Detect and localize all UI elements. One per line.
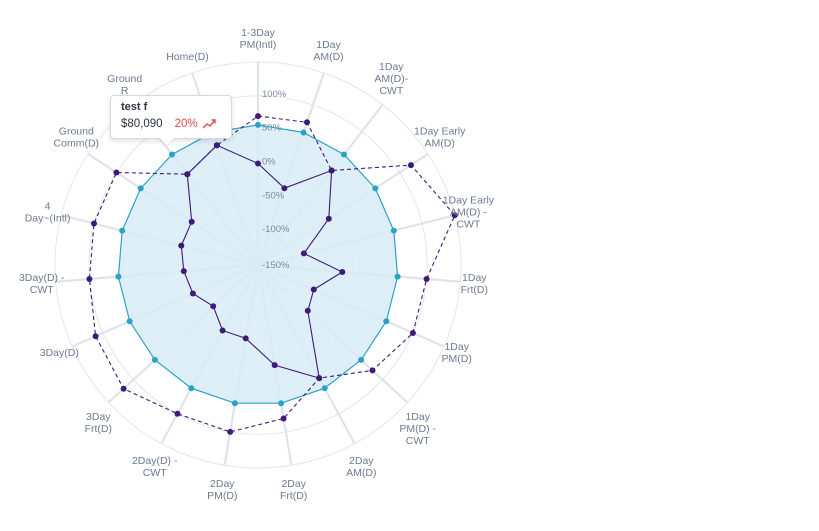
axis-label-7: 1Day PM(D) — [442, 341, 472, 365]
series-2-point-1 — [255, 160, 261, 167]
series-2-point-16 — [178, 242, 185, 249]
series-1-point-11 — [231, 400, 238, 407]
series-1-point-17 — [137, 185, 144, 192]
axis-label-3: 1Day AM(D)-CWT — [374, 61, 408, 97]
series-1-point-16 — [119, 227, 126, 234]
series-1-point-13 — [151, 356, 158, 363]
axis-label-2: 1Day AM(D) — [313, 39, 343, 63]
axis-label-19: Home(D) — [166, 51, 209, 63]
series-1-point-5 — [390, 227, 397, 234]
radial-tick-label: -50% — [262, 190, 285, 201]
series-1-point-12 — [188, 385, 195, 392]
series-3-point-4 — [408, 162, 414, 169]
series-2-point-12 — [219, 327, 226, 334]
tooltip-row: $80,090 20% — [121, 118, 221, 130]
series-3-point-19 — [213, 142, 220, 149]
series-1-point-3 — [341, 151, 347, 158]
series-2-point-2 — [281, 185, 288, 192]
series-2-point-7 — [310, 286, 317, 293]
series-2-solid-line — [180, 144, 344, 379]
axis-label-12: 2Day(D) -CWT — [132, 455, 178, 479]
axis-label-11: 2Day PM(D) — [207, 478, 237, 502]
series-1-point-8 — [358, 356, 365, 363]
axis-label-4: 1Day Early AM(D) — [414, 125, 466, 149]
axis-label-1: 1-3Day PM(Intl) — [240, 27, 277, 51]
series-1-point-2 — [300, 129, 307, 136]
tooltip-value: $80,090 — [121, 118, 163, 130]
series-1-point-9 — [321, 385, 328, 392]
series-3-point-16 — [91, 220, 97, 227]
series-3-point-10 — [280, 415, 287, 422]
series-3-point-8 — [369, 367, 376, 374]
series-3-point-5 — [451, 212, 458, 219]
tooltip-change: 20% — [174, 118, 198, 130]
chart-tooltip: test f $80,090 20% — [110, 95, 232, 139]
series-2-point-8 — [304, 307, 311, 314]
series-3-point-1 — [255, 113, 261, 120]
tooltip-pointer — [160, 138, 174, 146]
series-1-point-18 — [169, 151, 175, 158]
series-2-point-14 — [189, 290, 196, 297]
series-3-point-12 — [174, 410, 181, 417]
series-3-point-6 — [423, 276, 430, 282]
radial-tick-label: 0% — [262, 157, 276, 168]
axis-label-8: 1Day PM(D) -CWT — [399, 411, 436, 447]
trend-up-icon — [202, 119, 216, 129]
radial-tick-label: -100% — [262, 224, 290, 235]
series-2-point-5 — [300, 250, 307, 257]
radial-tick-label: 100% — [262, 89, 287, 100]
series-3-point-14 — [92, 333, 99, 340]
axis-label-16: 4 Day~(Intl) — [25, 201, 71, 225]
series-3-point-18 — [184, 171, 191, 178]
axis-label-9: 2Day AM(D) — [346, 455, 376, 479]
series-2-point-17 — [188, 218, 195, 225]
tooltip-title: test f — [121, 101, 148, 113]
series-1-point-15 — [115, 273, 122, 280]
series-2-point-11 — [242, 335, 249, 342]
series-1-point-4 — [372, 185, 379, 192]
series-3-point-15 — [86, 276, 93, 282]
axis-label-5: 1Day Early AM(D) -CWT — [443, 195, 495, 231]
axis-label-15: 3Day(D) -CWT — [19, 272, 65, 296]
series-3-point-3 — [328, 167, 335, 174]
series-1-point-6 — [394, 273, 401, 280]
radial-tick-label: 50% — [262, 123, 282, 134]
series-3-point-11 — [227, 428, 234, 435]
axis-label-13: 3Day Frt(D) — [85, 411, 112, 435]
axis-label-6: 1Day Frt(D) — [461, 272, 488, 296]
axis-label-17: Ground Comm(D) — [54, 125, 100, 149]
series-2-point-4 — [325, 215, 332, 222]
series-3-point-2 — [304, 119, 310, 126]
series-3-point-9 — [316, 375, 323, 382]
series-1-area — [117, 124, 399, 404]
axis-label-14: 3Day(D) — [40, 347, 79, 359]
series-3-point-17 — [113, 169, 120, 176]
series-2-point-15 — [180, 268, 187, 275]
series-2-point-10 — [271, 362, 278, 369]
series-2-point-6 — [339, 269, 346, 275]
series-2-point-13 — [210, 303, 217, 310]
series-1-point-10 — [278, 400, 285, 407]
series-1-point-14 — [126, 318, 133, 325]
radial-tick-label: -150% — [262, 260, 290, 271]
series-3-point-13 — [120, 385, 127, 392]
series-3-point-7 — [409, 330, 416, 336]
axis-label-10: 2Day Frt(D) — [280, 478, 307, 502]
series-1-point-7 — [383, 318, 390, 325]
series-1-point-1 — [255, 121, 261, 128]
axis-label-18: Ground R — [107, 73, 142, 97]
series-3-dashed-line — [88, 115, 456, 433]
